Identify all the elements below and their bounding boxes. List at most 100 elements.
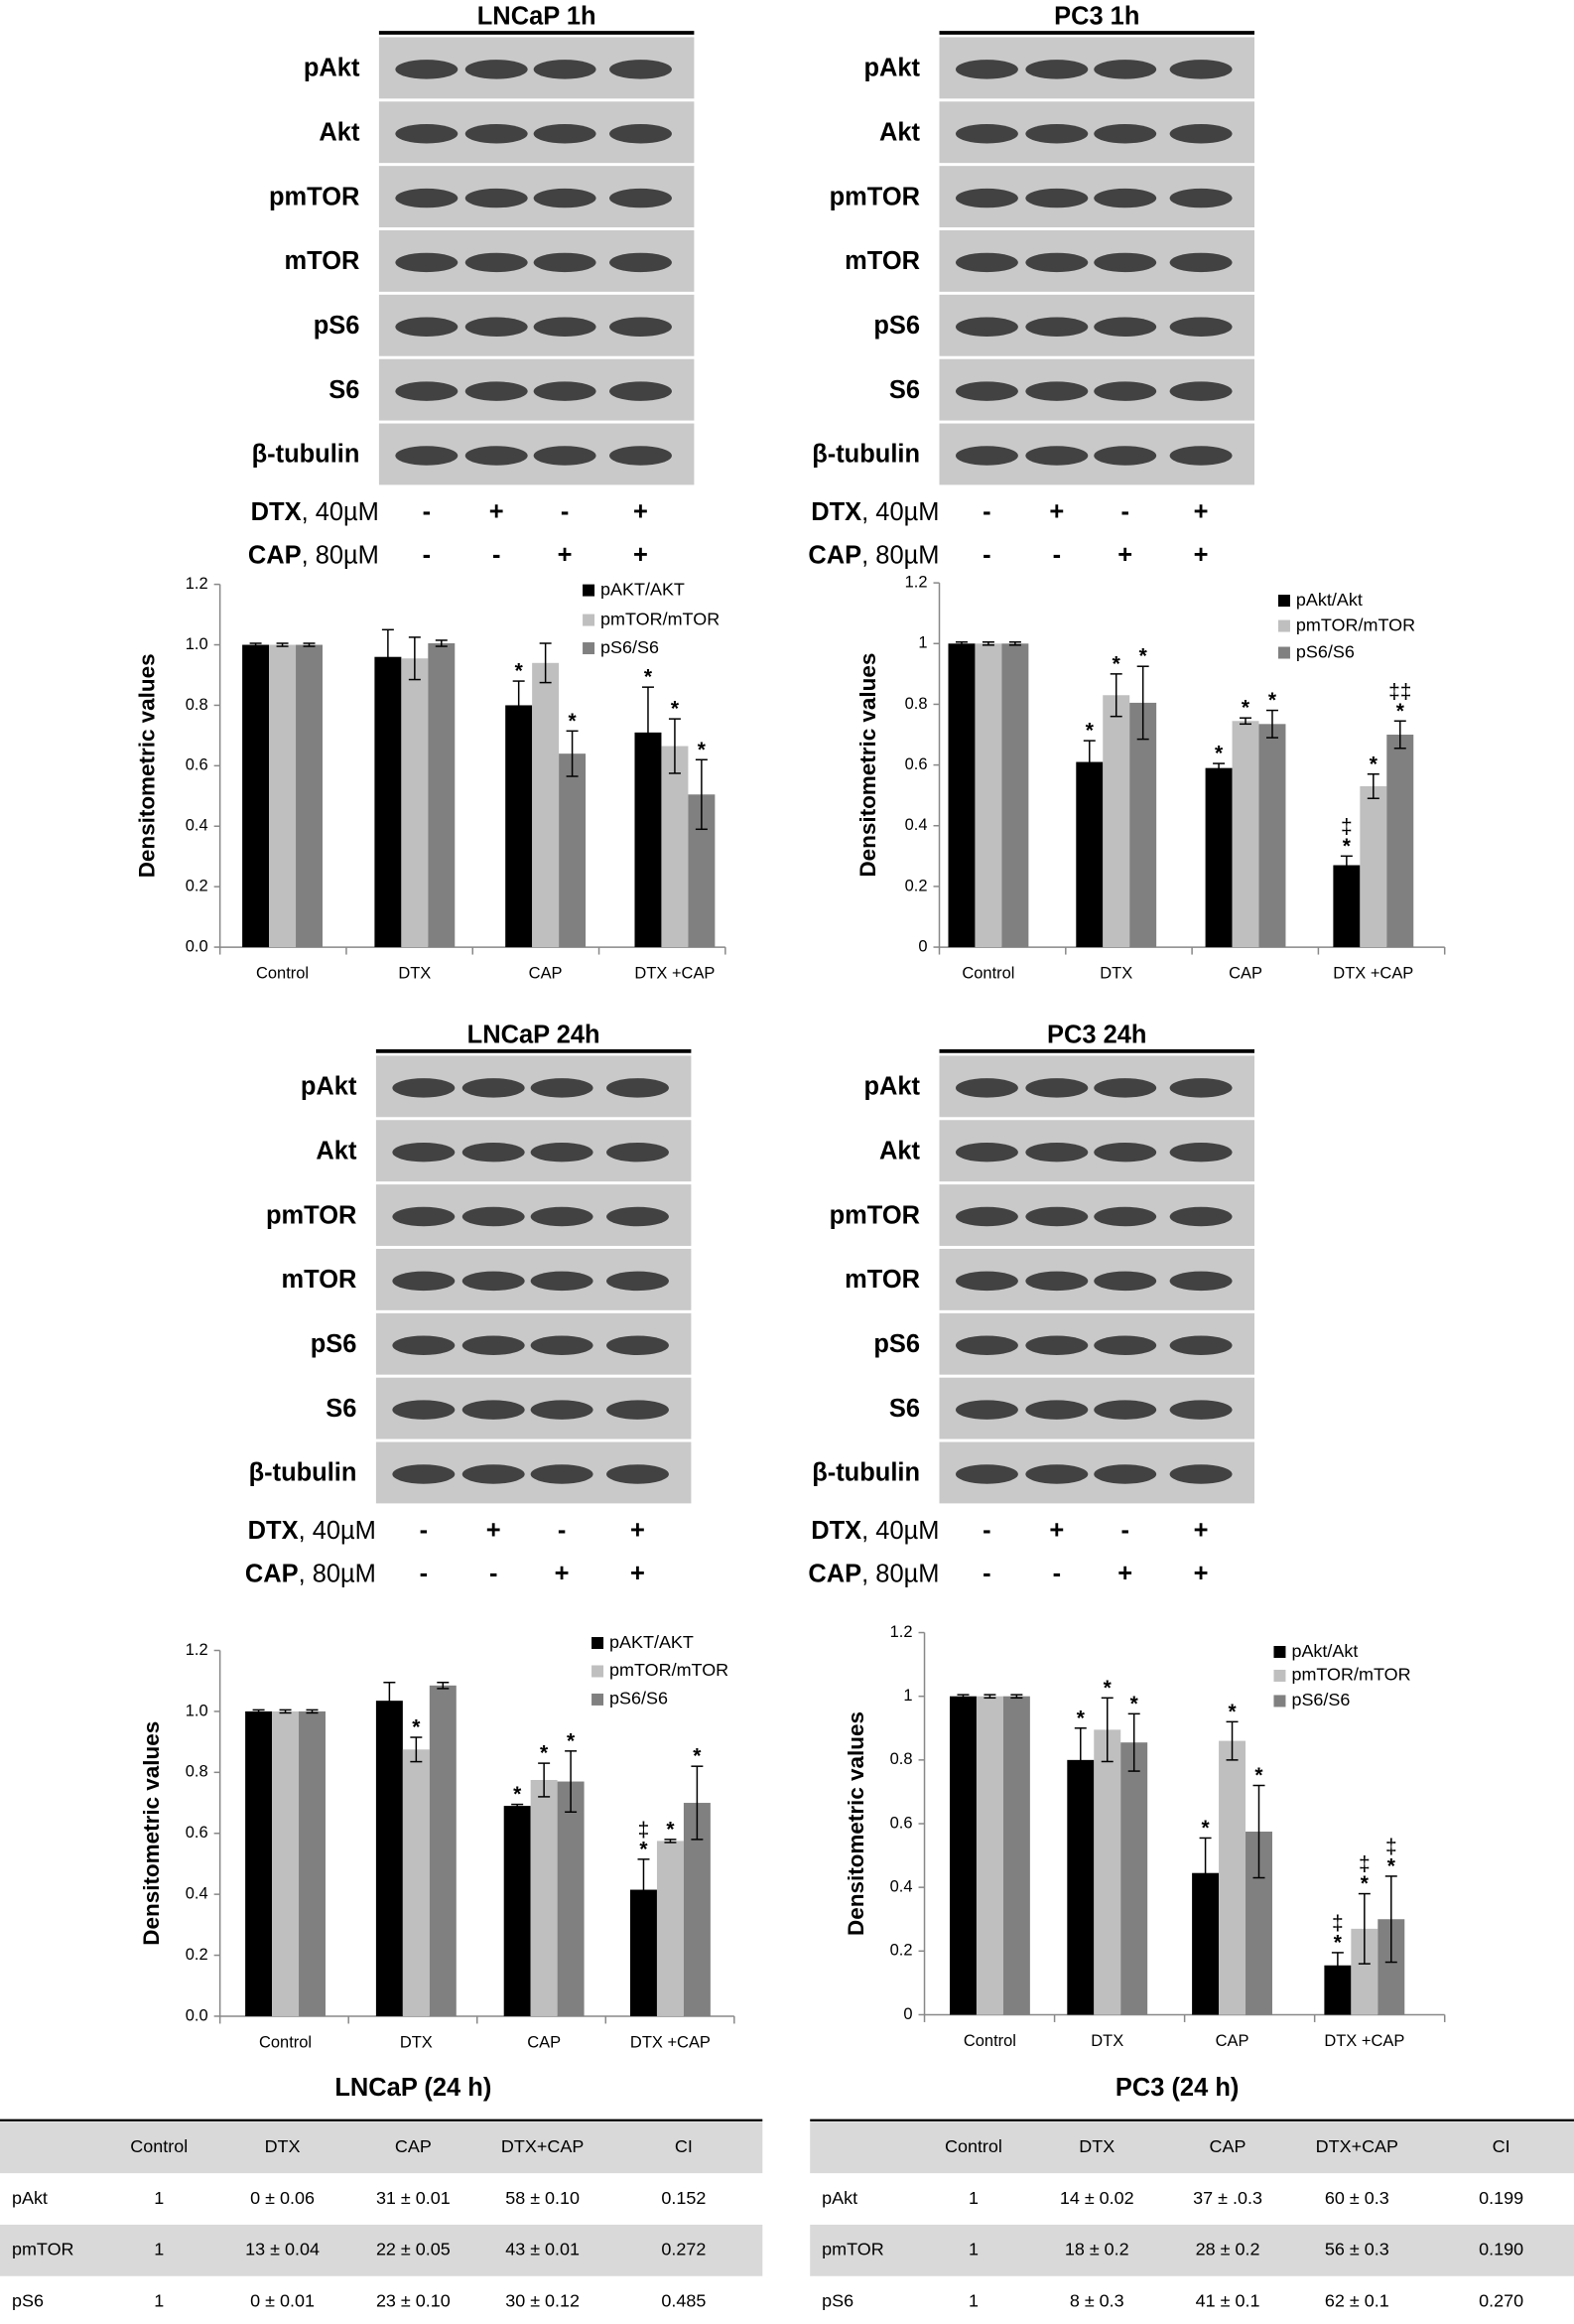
blot-band [1094, 188, 1157, 208]
bar [1333, 865, 1361, 948]
x-tick-label: CAP [1216, 2032, 1249, 2050]
treatment-sign: + [1194, 498, 1209, 526]
table-cell: 8 ± 0.3 [1070, 2290, 1124, 2310]
treatment-sign: + [1194, 541, 1209, 569]
bar [1002, 1696, 1030, 2015]
treatment-dose: , 40µM [861, 1517, 939, 1545]
blot-row-label: S6 [328, 376, 359, 404]
bar [975, 643, 1002, 948]
bar [557, 1781, 585, 2016]
blot-band [1025, 1142, 1089, 1162]
y-axis-label: Densitometric values [844, 1711, 868, 1936]
legend-swatch [583, 614, 595, 626]
table-cell: 43 ± 0.01 [505, 2240, 580, 2259]
blot-band [530, 1206, 593, 1227]
legend-swatch [591, 1637, 604, 1650]
treatment-sign: + [633, 498, 648, 526]
legend-label: pmTOR/mTOR [1291, 1665, 1410, 1685]
treatment-sign: + [1194, 1560, 1209, 1587]
x-tick-label: DTX +CAP [1324, 2032, 1404, 2050]
table-cell: 0.190 [1479, 2240, 1523, 2259]
treatment-name: CAP [808, 541, 861, 569]
blot-band [609, 60, 672, 79]
treatment-name: DTX [811, 498, 861, 526]
blot-row-label: Akt [879, 118, 921, 146]
blot-band [955, 252, 1018, 273]
blot-band [1025, 381, 1089, 401]
error-bar [408, 636, 421, 681]
blot-row-label: mTOR [282, 1266, 357, 1294]
error-bar [249, 642, 262, 647]
blot-band [1025, 1271, 1089, 1292]
blot-band [392, 1335, 456, 1355]
legend-label: pS6/S6 [609, 1689, 668, 1709]
blot-band [395, 446, 459, 466]
table-header-cell: DTX+CAP [1316, 2136, 1398, 2156]
significance-mark: * [1228, 1701, 1237, 1723]
blot-row-label: pS6 [314, 312, 360, 340]
error-bar [1074, 1727, 1087, 1793]
blot-band [955, 1335, 1018, 1355]
bar [428, 643, 456, 948]
blot-band [530, 1335, 593, 1355]
error-bar [566, 730, 579, 777]
table-header-cell: DTX [1079, 2136, 1115, 2156]
y-tick-label: 0.6 [186, 1824, 208, 1842]
error-bar [306, 1709, 319, 1714]
blot-row-label: pAkt [304, 55, 360, 82]
blot-band [461, 1464, 525, 1484]
treatment-sign: + [555, 1560, 570, 1587]
x-tick-label: DTX +CAP [630, 2033, 711, 2051]
bar [1386, 735, 1414, 948]
significance-mark: * [567, 1729, 576, 1752]
significance-mark: ‡‡ [1388, 680, 1411, 703]
table-title: PC3 (24 h) [1115, 2074, 1239, 2102]
bar [242, 644, 270, 948]
blot-band [464, 317, 528, 338]
table-header-cell: CAP [1210, 2136, 1246, 2156]
table-header-cell: Control [130, 2136, 188, 2156]
significance-mark: * [513, 1783, 522, 1806]
table-cell: 1 [154, 2290, 164, 2310]
table-cell: 18 ± 0.2 [1065, 2240, 1129, 2259]
blot-band [1169, 1335, 1233, 1355]
significance-mark: * [515, 660, 524, 683]
significance-mark: * [698, 739, 707, 761]
error-bar [1008, 641, 1021, 646]
error-bar [279, 1709, 292, 1714]
blot-row-label: S6 [889, 376, 920, 404]
table-cell: 0.152 [661, 2188, 706, 2208]
table-cell: 23 ± 0.10 [376, 2290, 451, 2310]
significance-mark: * [1254, 1764, 1263, 1787]
blot-band [1169, 60, 1233, 79]
treatment-sign: + [1049, 1517, 1064, 1545]
y-axis-label: Densitometric values [139, 1721, 164, 1946]
blot-row-label: mTOR [845, 1266, 920, 1294]
legend-swatch [1273, 1695, 1286, 1708]
table-cell: 0.270 [1479, 2290, 1523, 2310]
blot-band [395, 188, 459, 208]
blot-band [609, 317, 672, 338]
blot-band [1094, 252, 1157, 273]
table-header-cell: Control [945, 2136, 1002, 2156]
error-bar [565, 1750, 578, 1813]
y-tick-label: 1.2 [905, 573, 928, 591]
blot-row-label: Akt [316, 1137, 357, 1164]
y-tick-label: 0.0 [186, 937, 208, 955]
legend-label: pS6/S6 [600, 637, 659, 657]
blot-band [461, 1142, 525, 1162]
table-cell: pAkt [12, 2188, 48, 2208]
significance-mark: * [671, 698, 680, 721]
blot-band [533, 123, 596, 144]
x-tick-label: Control [964, 2032, 1016, 2050]
error-bar [410, 1736, 423, 1763]
error-bar [1136, 665, 1149, 741]
blot-band [955, 1271, 1018, 1292]
significance-mark: * [639, 1838, 648, 1860]
significance-mark: * [1202, 1817, 1211, 1840]
y-tick-label: 0.4 [890, 1878, 913, 1896]
y-tick-label: 1.0 [186, 635, 208, 653]
legend-swatch [583, 584, 595, 597]
blot-band [1025, 252, 1089, 273]
blot-title: PC3 1h [1054, 3, 1139, 31]
